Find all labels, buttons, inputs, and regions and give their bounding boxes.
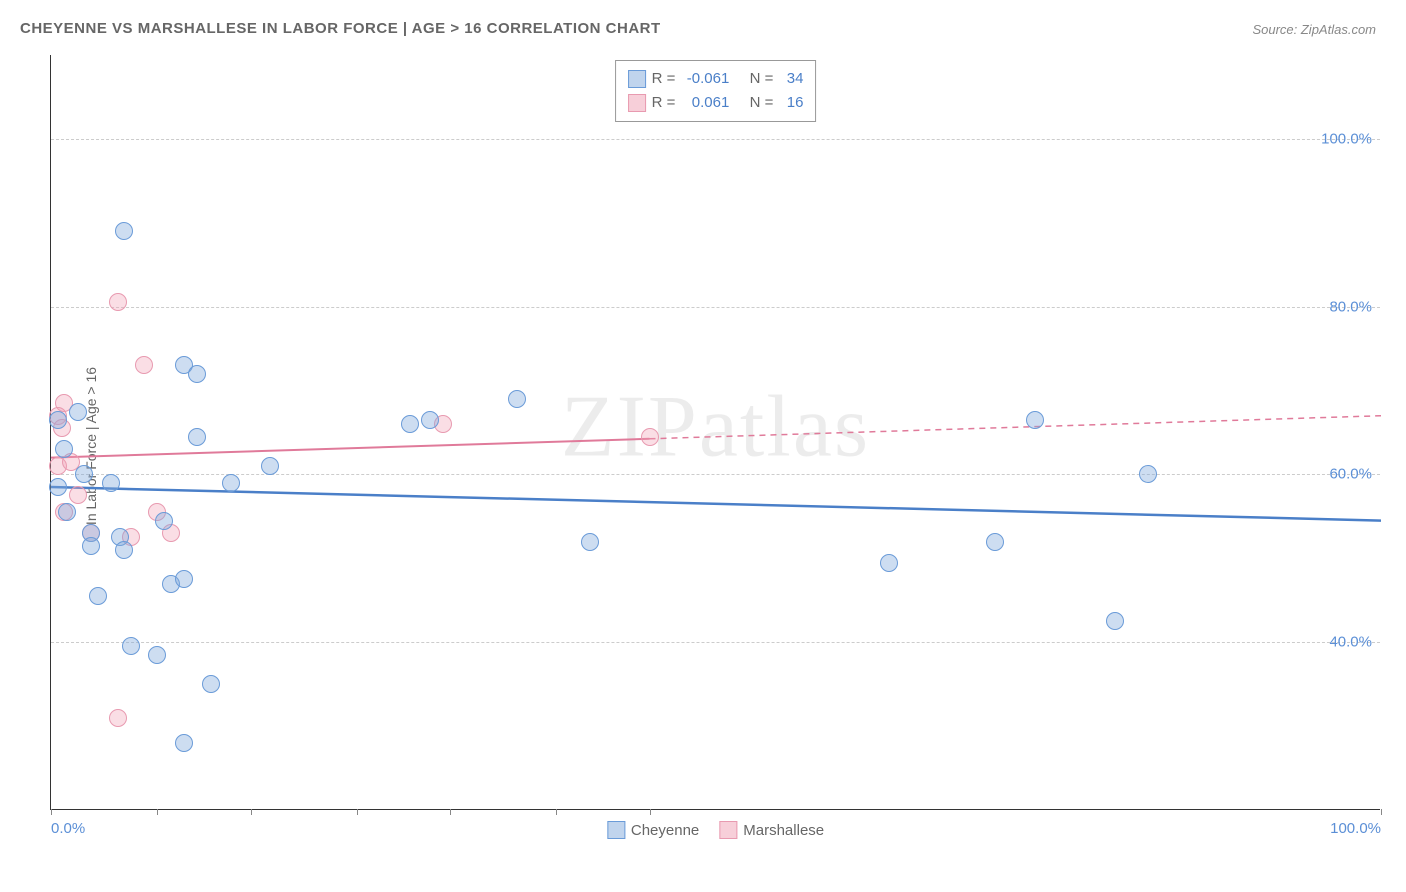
gridline [51,307,1380,308]
bottom-legend: Cheyenne Marshallese [607,821,824,839]
scatter-point-cheyenne [148,646,166,664]
scatter-point-cheyenne [202,675,220,693]
y-tick-label: 100.0% [1321,130,1372,147]
scatter-point-cheyenne [1106,612,1124,630]
r-value: 0.061 [681,91,729,115]
x-tick-mark [357,809,358,815]
n-value: 16 [779,91,803,115]
scatter-point-cheyenne [986,533,1004,551]
x-tick-mark [450,809,451,815]
scatter-point-cheyenne [1139,465,1157,483]
source-attribution: Source: ZipAtlas.com [1252,22,1376,37]
legend-stats-row: R =0.061 N =16 [628,91,804,115]
gridline [51,139,1380,140]
legend-swatch [628,70,646,88]
legend-item: Marshallese [719,821,824,839]
x-tick-mark [157,809,158,815]
scatter-point-cheyenne [1026,411,1044,429]
scatter-point-cheyenne [82,537,100,555]
n-value: 34 [779,67,803,91]
scatter-point-cheyenne [75,465,93,483]
plot-area: ZIPatlas R =-0.061 N =34R =0.061 N =16 C… [50,55,1380,810]
scatter-point-cheyenne [49,478,67,496]
scatter-point-cheyenne [49,411,67,429]
n-label: N = [750,67,774,91]
x-tick-mark [650,809,651,815]
y-tick-label: 80.0% [1329,298,1372,315]
legend-swatch [607,821,625,839]
legend-label: Marshallese [743,822,824,839]
x-tick-mark [1381,809,1382,815]
r-label: R = [652,67,676,91]
gridline [51,642,1380,643]
watermark: ZIPatlas [561,376,870,477]
scatter-point-cheyenne [188,365,206,383]
x-tick-mark [51,809,52,815]
scatter-point-cheyenne [222,474,240,492]
scatter-point-cheyenne [188,428,206,446]
legend-swatch [628,94,646,112]
trend-lines-svg [51,55,1381,810]
scatter-point-cheyenne [89,587,107,605]
scatter-point-cheyenne [421,411,439,429]
scatter-point-cheyenne [581,533,599,551]
x-tick-mark [251,809,252,815]
scatter-point-cheyenne [55,440,73,458]
scatter-point-cheyenne [102,474,120,492]
y-tick-label: 40.0% [1329,634,1372,651]
scatter-point-marshallese [69,486,87,504]
legend-label: Cheyenne [631,822,699,839]
legend-swatch [719,821,737,839]
scatter-point-cheyenne [69,403,87,421]
scatter-point-cheyenne [175,734,193,752]
scatter-point-cheyenne [115,541,133,559]
scatter-point-cheyenne [115,222,133,240]
scatter-point-cheyenne [880,554,898,572]
x-tick-mark [556,809,557,815]
r-label: R = [652,91,676,115]
scatter-point-cheyenne [58,503,76,521]
scatter-point-marshallese [109,293,127,311]
x-tick-label: 0.0% [51,820,85,837]
r-value: -0.061 [681,67,729,91]
scatter-point-cheyenne [261,457,279,475]
scatter-point-cheyenne [122,637,140,655]
chart-title: CHEYENNE VS MARSHALLESE IN LABOR FORCE |… [20,20,661,37]
x-tick-label: 100.0% [1330,820,1381,837]
scatter-point-cheyenne [155,512,173,530]
scatter-point-marshallese [135,356,153,374]
gridline [51,474,1380,475]
legend-item: Cheyenne [607,821,699,839]
y-tick-label: 60.0% [1329,466,1372,483]
legend-stats-row: R =-0.061 N =34 [628,67,804,91]
legend-stats-box: R =-0.061 N =34R =0.061 N =16 [615,60,817,122]
scatter-point-cheyenne [175,570,193,588]
n-label: N = [750,91,774,115]
scatter-point-cheyenne [508,390,526,408]
scatter-point-cheyenne [401,415,419,433]
scatter-point-marshallese [641,428,659,446]
scatter-point-marshallese [109,709,127,727]
